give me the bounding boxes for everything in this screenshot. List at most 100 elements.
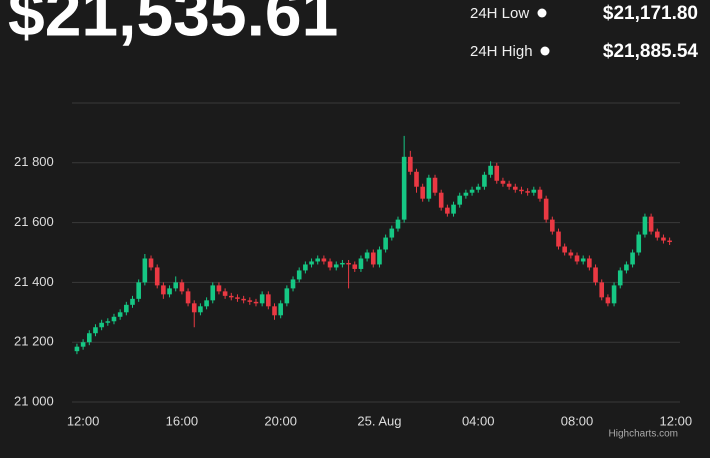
candle-body (574, 255, 580, 262)
candle-body (74, 346, 80, 352)
y-tick-label: 21 400 (14, 274, 54, 289)
candle-body (333, 264, 339, 268)
candle-body (253, 301, 259, 304)
candle-body (580, 258, 586, 262)
candle-body (136, 282, 141, 299)
candle-body (593, 267, 598, 283)
x-tick-label: 04:00 (462, 413, 495, 428)
candle-body (191, 303, 197, 313)
candle-body (494, 165, 500, 181)
candle-body (364, 252, 370, 259)
x-tick-label: 12:00 (660, 413, 693, 428)
candle-body (667, 240, 672, 243)
x-tick-label: 16:00 (166, 413, 199, 428)
candle-body (124, 304, 129, 313)
candle-body (630, 252, 635, 265)
candle-body (228, 295, 234, 298)
candle-body (340, 262, 345, 265)
candle-body (198, 306, 203, 313)
x-tick-label: 08:00 (561, 413, 594, 428)
candle-body (216, 285, 222, 292)
candle-body (661, 237, 666, 241)
candle-body (179, 282, 185, 292)
candle-body (346, 262, 351, 265)
candle-body (93, 327, 98, 334)
candle-body (352, 264, 358, 269)
candle-body (469, 189, 475, 193)
info-icon (540, 46, 550, 56)
candle-body (617, 270, 623, 286)
high-value: $21,885.54 (603, 41, 699, 62)
candle-body (525, 191, 530, 193)
candle-body (482, 174, 487, 187)
candle-body (383, 237, 388, 250)
candle-body (519, 189, 524, 192)
candle-body (457, 195, 463, 205)
candle-body (401, 156, 407, 220)
candle-body (543, 198, 549, 220)
low-label: 24H Low (470, 5, 529, 22)
info-icon (537, 8, 547, 18)
candle-body (80, 342, 86, 347)
candle-body (500, 180, 506, 184)
candle-body (550, 219, 555, 232)
candle-body (185, 291, 191, 304)
y-tick-label: 21 000 (14, 393, 54, 408)
candle-body (432, 177, 438, 193)
candle-body (611, 285, 617, 304)
candle-body (173, 282, 179, 289)
candle-body (395, 219, 401, 229)
candle-body (624, 264, 629, 271)
candle-body (266, 294, 271, 307)
candle-body (389, 228, 395, 238)
candle-body (463, 192, 469, 196)
candle-body (358, 258, 364, 269)
candle-body (642, 216, 648, 235)
candle-body (445, 207, 450, 214)
candle-body (654, 231, 660, 238)
candle-body (167, 288, 172, 295)
candle-body (210, 285, 216, 301)
candle-body (562, 246, 567, 253)
candle-body (111, 316, 117, 322)
y-tick-label: 21 600 (14, 214, 54, 229)
candle-body (438, 192, 444, 208)
candle-body (587, 258, 592, 268)
candle-body (309, 261, 314, 265)
candle-body (537, 189, 543, 199)
y-tick-label: 21 200 (14, 334, 54, 349)
candle-body (235, 297, 240, 299)
candle-body (105, 321, 111, 323)
candle-body (420, 186, 425, 199)
candle-body (512, 186, 518, 190)
candle-body (648, 216, 654, 232)
candle-body (315, 258, 321, 262)
candle-body (117, 312, 123, 317)
candle-body (130, 298, 135, 305)
candle-body (290, 279, 296, 289)
candle-body (426, 177, 432, 199)
candle-body (86, 333, 92, 343)
candle-body (531, 189, 537, 193)
candle-body (475, 186, 481, 190)
candle-body (278, 303, 283, 316)
low-value: $21,171.80 (603, 3, 698, 24)
candle-body (506, 183, 512, 187)
x-tick-label: 25. Aug (357, 413, 401, 428)
candle-body (408, 156, 413, 172)
candle-body (284, 288, 290, 304)
candle-body (259, 294, 265, 304)
candle-body (414, 171, 419, 187)
candle-body (370, 252, 376, 265)
candle-body (488, 165, 493, 175)
candle-body (296, 270, 302, 280)
candle-body (377, 249, 382, 265)
x-tick-label: 12:00 (67, 413, 100, 428)
candle-body (556, 231, 561, 247)
candle-body (272, 306, 277, 316)
candle-body (636, 234, 642, 253)
candle-body (148, 258, 154, 268)
candle-body (204, 300, 209, 307)
candle-body (241, 298, 246, 301)
